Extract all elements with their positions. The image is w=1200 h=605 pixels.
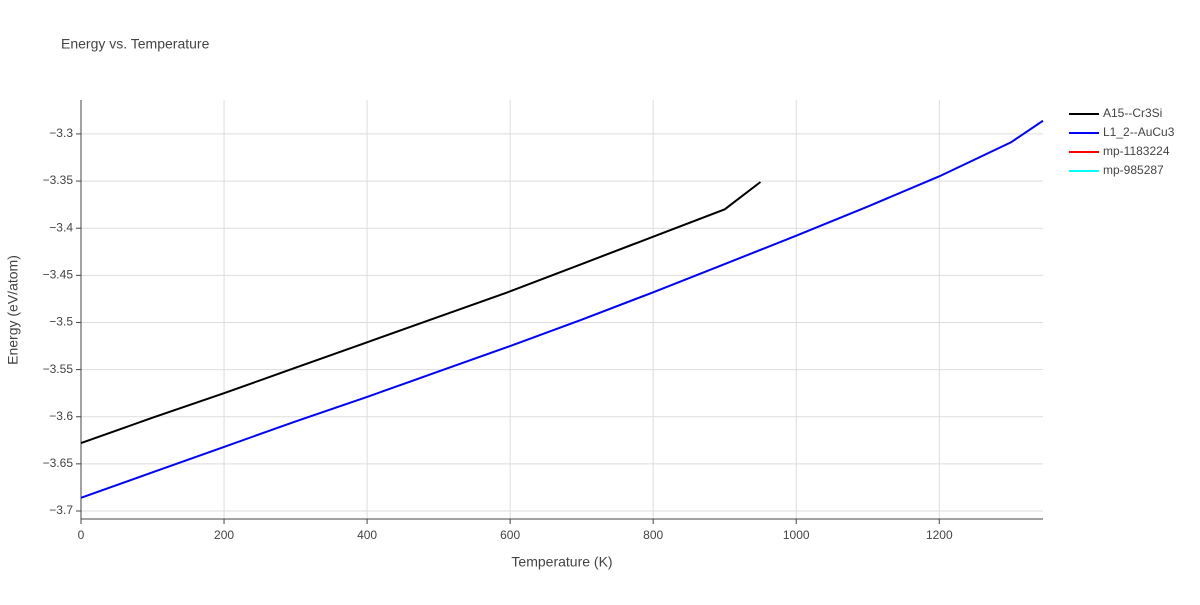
x-tick-label: 0 bbox=[78, 528, 85, 542]
legend-label: L1_2--AuCu3 bbox=[1103, 125, 1175, 139]
x-tick-label: 400 bbox=[357, 528, 377, 542]
y-tick-label: −3.4 bbox=[49, 220, 73, 234]
x-tick-label: 800 bbox=[643, 528, 663, 542]
x-tick-label: 200 bbox=[214, 528, 234, 542]
line-series bbox=[80, 119, 1044, 499]
y-tick-label: −3.5 bbox=[49, 315, 73, 329]
y-tick-label: −3.35 bbox=[43, 173, 74, 187]
legend-label: mp-1183224 bbox=[1103, 144, 1170, 158]
chart-title: Energy vs. Temperature bbox=[61, 36, 210, 52]
y-tick-label: −3.3 bbox=[49, 126, 73, 140]
x-tick-label: 1000 bbox=[783, 528, 810, 542]
y-axis-title: Energy (eV/atom) bbox=[5, 255, 21, 365]
line-series bbox=[80, 181, 762, 445]
y-tick-label: −3.65 bbox=[43, 456, 74, 470]
y-tick-label: −3.7 bbox=[49, 503, 73, 517]
legend-label: A15--Cr3Si bbox=[1103, 106, 1162, 120]
legend-label: mp-985287 bbox=[1103, 163, 1164, 177]
x-axis-title: Temperature (K) bbox=[511, 554, 612, 570]
y-tick-label: −3.55 bbox=[43, 362, 74, 376]
y-tick-label: −3.6 bbox=[49, 409, 73, 423]
x-tick-label: 600 bbox=[500, 528, 520, 542]
x-tick-label: 1200 bbox=[926, 528, 953, 542]
y-tick-label: −3.45 bbox=[43, 268, 74, 282]
